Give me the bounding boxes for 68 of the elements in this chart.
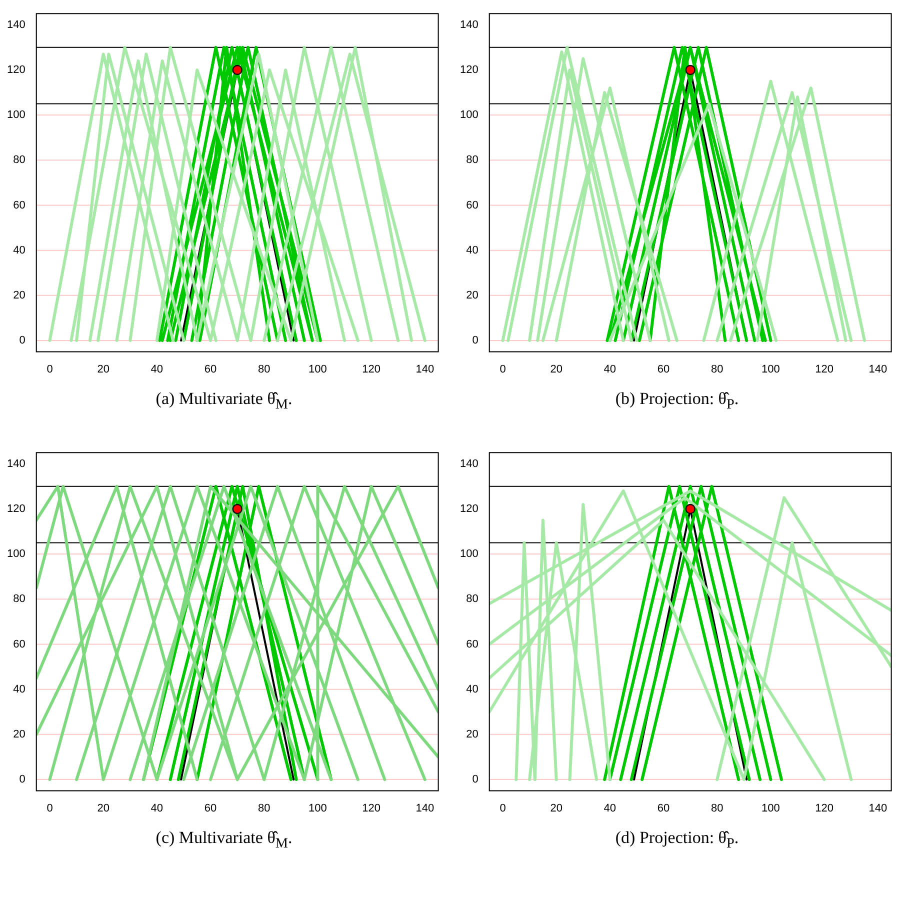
y-tick-label: 140 <box>460 458 478 470</box>
x-tick-label: 140 <box>868 802 888 815</box>
x-tick-label: 80 <box>258 363 270 376</box>
y-tick-label: 40 <box>13 244 26 256</box>
x-tick-label: 0 <box>500 363 506 376</box>
x-tick-label: 40 <box>150 802 164 815</box>
x-tick-label: 120 <box>815 363 834 376</box>
y-tick-label: 120 <box>460 64 478 76</box>
y-tick-label: 100 <box>460 109 478 122</box>
x-tick-label: 60 <box>657 802 670 815</box>
y-tick-label: 20 <box>466 728 478 741</box>
y-tick-label: 20 <box>13 289 26 302</box>
x-tick-label: 60 <box>204 802 217 815</box>
y-tick-label: 0 <box>19 334 26 347</box>
x-tick-label: 80 <box>711 363 724 376</box>
x-axis-title: (a) Multivariate θ̂$_{M}$. <box>156 389 292 414</box>
x-tick-label: 0 <box>46 802 53 815</box>
y-tick-label: 80 <box>466 594 478 606</box>
x-tick-label: 120 <box>362 802 380 815</box>
x-tick-label: 100 <box>308 802 327 815</box>
x-tick-label: 60 <box>657 363 670 376</box>
y-tick-label: 120 <box>460 503 478 516</box>
y-tick-label: 0 <box>472 334 478 347</box>
x-tick-label: 100 <box>308 363 327 376</box>
x-tick-label: 120 <box>815 802 834 815</box>
y-tick-label: 60 <box>13 199 26 212</box>
x-axis-title: (d) Projection: θ̂$_{P}$. <box>615 828 739 853</box>
x-tick-label: 20 <box>97 363 110 376</box>
y-tick-label: 60 <box>13 638 26 651</box>
y-tick-label: 40 <box>466 684 478 696</box>
y-tick-label: 80 <box>13 154 26 166</box>
x-tick-label: 40 <box>604 802 616 815</box>
x-tick-label: 80 <box>711 802 724 815</box>
x-tick-label: 140 <box>416 802 434 815</box>
x-tick-label: 100 <box>762 802 780 815</box>
y-tick-label: 120 <box>6 503 26 516</box>
y-tick-label: 0 <box>472 774 478 786</box>
y-tick-label: 140 <box>460 18 478 31</box>
y-tick-label: 60 <box>466 638 478 651</box>
y-tick-label: 20 <box>466 289 478 302</box>
x-tick-label: 20 <box>97 802 110 815</box>
y-tick-label: 40 <box>13 684 26 696</box>
y-tick-label: 40 <box>466 244 478 256</box>
y-tick-label: 80 <box>466 154 478 166</box>
x-tick-label: 60 <box>204 363 217 376</box>
x-tick-label: 120 <box>362 363 380 376</box>
x-tick-label: 20 <box>550 363 562 376</box>
x-axis-title: (b) Projection: θ̂$_{P}$. <box>615 389 739 414</box>
y-tick-label: 100 <box>6 109 26 122</box>
y-tick-label: 100 <box>6 548 26 560</box>
x-tick-label: 40 <box>150 363 164 376</box>
y-tick-label: 120 <box>6 64 26 76</box>
x-tick-label: 80 <box>258 802 270 815</box>
x-tick-label: 0 <box>500 802 506 815</box>
y-tick-label: 20 <box>13 728 26 741</box>
y-tick-label: 140 <box>6 18 26 31</box>
y-tick-label: 100 <box>460 548 478 560</box>
x-tick-label: 0 <box>46 363 53 376</box>
x-tick-label: 140 <box>416 363 434 376</box>
x-axis-title: (c) Multivariate θ̂$_{M}$. <box>156 828 292 853</box>
x-tick-label: 100 <box>762 363 780 376</box>
x-tick-label: 40 <box>604 363 616 376</box>
y-tick-label: 80 <box>13 594 26 606</box>
y-tick-label: 0 <box>19 774 26 786</box>
x-tick-label: 140 <box>868 363 888 376</box>
y-tick-label: 140 <box>6 458 26 470</box>
y-tick-label: 60 <box>466 199 478 212</box>
x-tick-label: 20 <box>550 802 562 815</box>
